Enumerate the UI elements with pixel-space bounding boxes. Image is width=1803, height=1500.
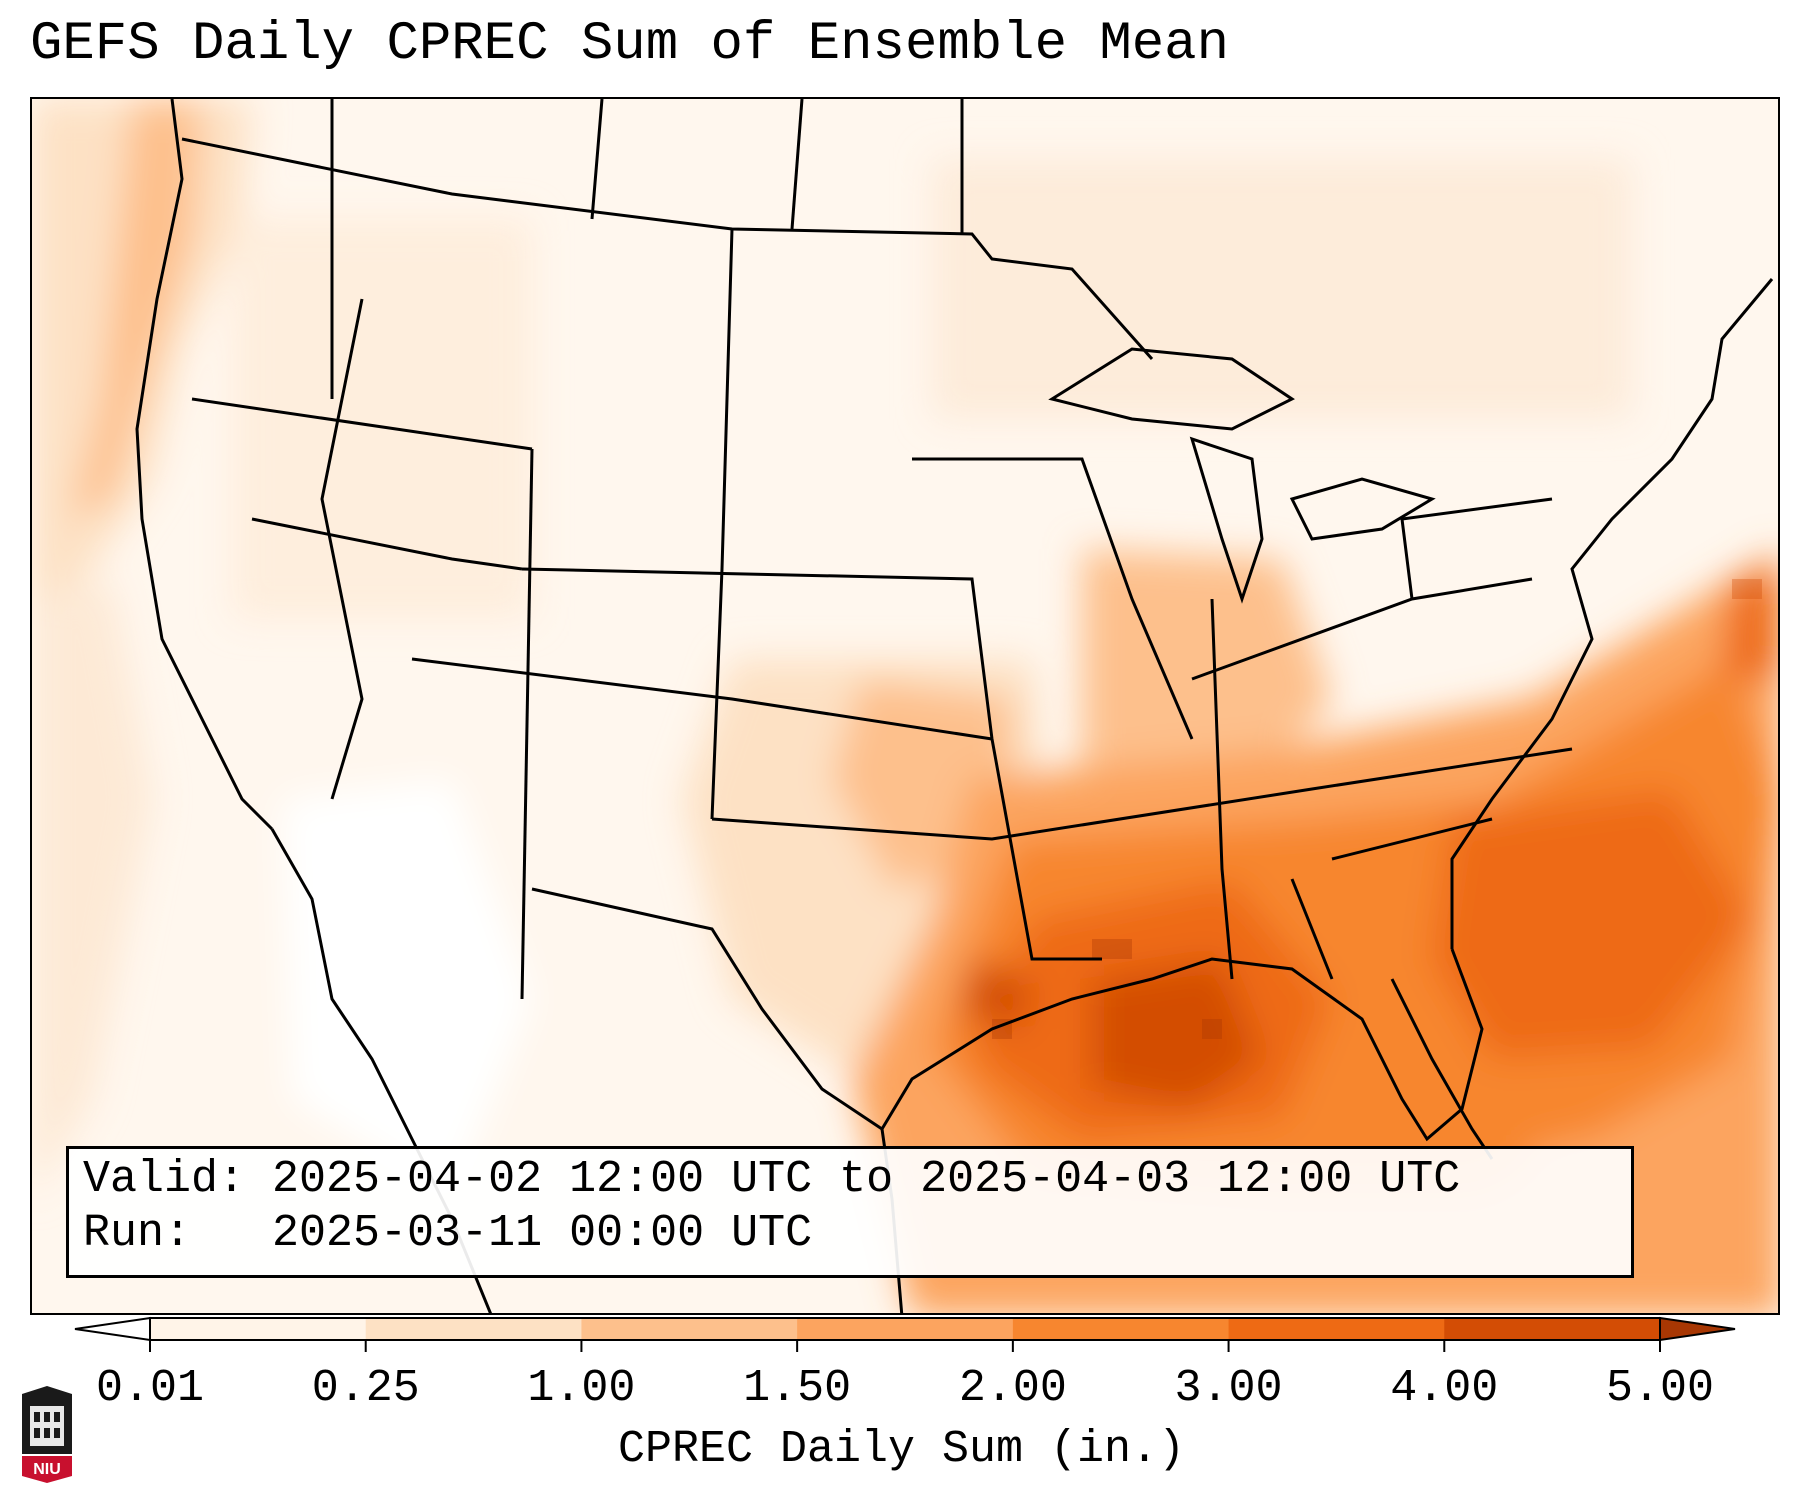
precip-shading	[32, 99, 1778, 1313]
colorbar-tick-label: 1.50	[743, 1363, 852, 1414]
colorbar-segment	[150, 1318, 367, 1340]
colorbar-segment	[1012, 1318, 1230, 1340]
map-title: GEFS Daily CPREC Sum of Ensemble Mean	[30, 14, 1229, 75]
colorbar-segments	[74, 1316, 1736, 1342]
colorbar-tick-label: 2.00	[958, 1363, 1067, 1414]
colorbar-tick-label: 5.00	[1605, 1363, 1715, 1414]
colorbar-tick-label: 1.00	[527, 1363, 636, 1414]
colorbar-extend-min	[74, 1316, 151, 1342]
svg-text:NIU: NIU	[33, 1461, 61, 1478]
run-time-line: Run: 2025-03-11 00:00 UTC	[83, 1208, 813, 1259]
colorbar-outline	[149, 1317, 1661, 1341]
validity-info-box: Valid: 2025-04-02 12:00 UTC to 2025-04-0…	[66, 1146, 1634, 1278]
colorbar	[74, 1316, 1736, 1352]
colorbar-segment	[1228, 1318, 1445, 1340]
colorbar-extend-max	[1659, 1316, 1736, 1342]
grid-texture	[992, 579, 1762, 1039]
colorbar-segment	[797, 1318, 1014, 1340]
colorbar-tick-label: 0.01	[95, 1363, 205, 1414]
colorbar-tick-label: 0.25	[311, 1363, 420, 1414]
colorbar-segment	[1444, 1318, 1661, 1340]
colorbar-segment	[581, 1318, 798, 1340]
valid-time-line: Valid: 2025-04-02 12:00 UTC to 2025-04-0…	[83, 1154, 1461, 1205]
precip-field	[32, 99, 1778, 1313]
precip-map	[30, 97, 1780, 1315]
colorbar-label: CPREC Daily Sum (in.)	[617, 1424, 1186, 1475]
colorbar-segment	[365, 1318, 582, 1340]
colorbar-tick-label: 3.00	[1174, 1363, 1283, 1414]
colorbar-tick-label: 4.00	[1390, 1363, 1499, 1414]
niu-logo-icon: NIU	[22, 1386, 72, 1483]
colorbar-ticks	[149, 1340, 1661, 1352]
